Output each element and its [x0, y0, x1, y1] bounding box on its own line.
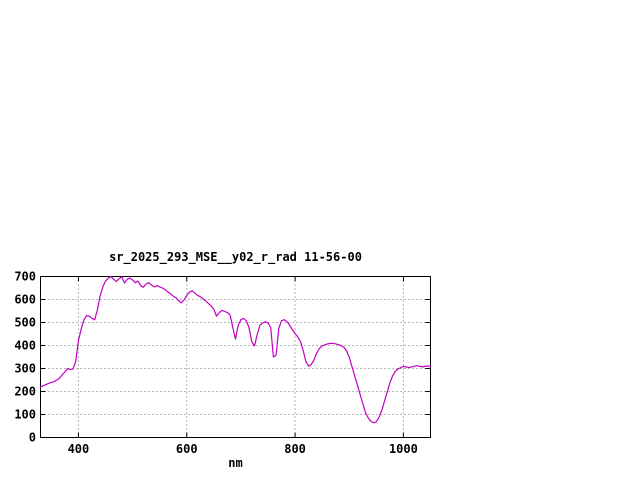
spectrum-data-line: [39, 275, 432, 424]
x-tick-labels: 400 600 800 1000: [68, 442, 418, 456]
axis-tick-marks: [40, 276, 431, 438]
x-tick-label: 400: [68, 442, 90, 456]
y-tick-label: 0: [29, 431, 36, 445]
y-tick-label: 300: [14, 362, 36, 376]
y-tick-labels: 0 100 200 300 400 500 600 700: [14, 270, 36, 445]
chart-title: sr_2025_293_MSE__y02_r_rad 11-56-00: [109, 250, 362, 265]
x-tick-label: 1000: [389, 442, 418, 456]
y-tick-label: 200: [14, 385, 36, 399]
x-tick-label: 600: [176, 442, 198, 456]
y-tick-label: 400: [14, 339, 36, 353]
y-tick-label: 600: [14, 293, 36, 307]
y-tick-label: 100: [14, 408, 36, 422]
y-tick-label: 500: [14, 316, 36, 330]
x-axis-label: nm: [228, 456, 242, 470]
plot-border: [40, 276, 431, 438]
y-tick-label: 700: [14, 270, 36, 284]
x-tick-label: 800: [284, 442, 306, 456]
